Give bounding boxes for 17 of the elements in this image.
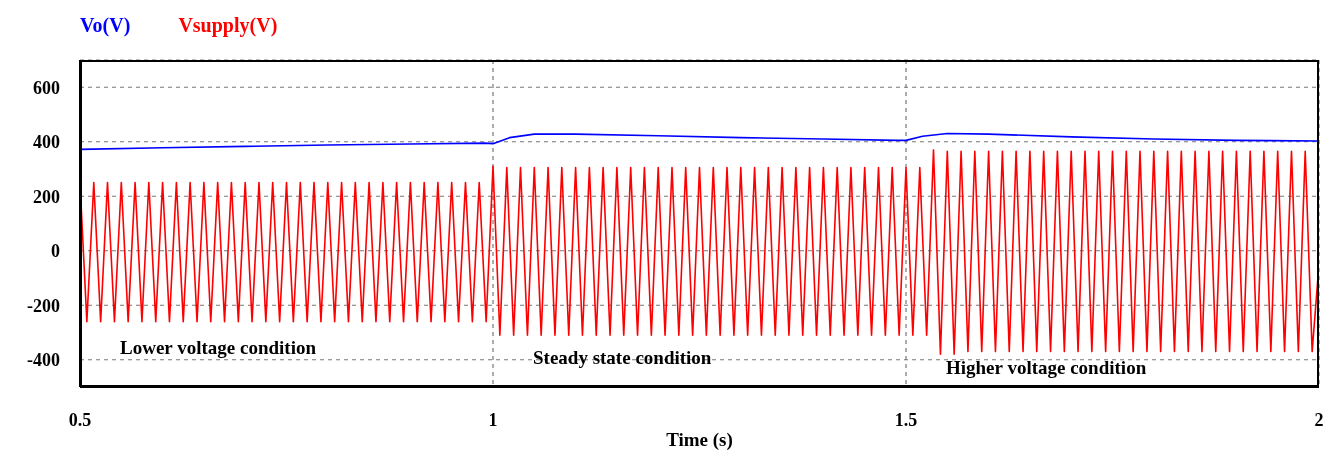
y-tick-label: -400 — [27, 350, 60, 371]
y-tick-label: 600 — [33, 77, 60, 98]
x-tick-label: 1 — [488, 409, 498, 430]
x-tick-label: 2 — [1314, 409, 1324, 430]
x-tick-label: 0.5 — [68, 409, 92, 430]
annotation: Lower voltage condition — [120, 337, 316, 359]
annotation: Higher voltage condition — [946, 357, 1147, 379]
y-tick-label: 200 — [33, 186, 60, 207]
text: Vo(V) — [80, 14, 131, 37]
y-tick-label: -200 — [27, 295, 60, 316]
text: Vsupply(V) — [178, 14, 278, 37]
x-tick-label: 1.5 — [894, 409, 918, 430]
y-tick-label: 0 — [51, 241, 60, 262]
x-axis-title: Time (s) — [665, 429, 734, 451]
y-tick-label: 400 — [33, 132, 60, 153]
annotation: Steady state condition — [533, 347, 712, 369]
line-series — [80, 132, 1319, 151]
